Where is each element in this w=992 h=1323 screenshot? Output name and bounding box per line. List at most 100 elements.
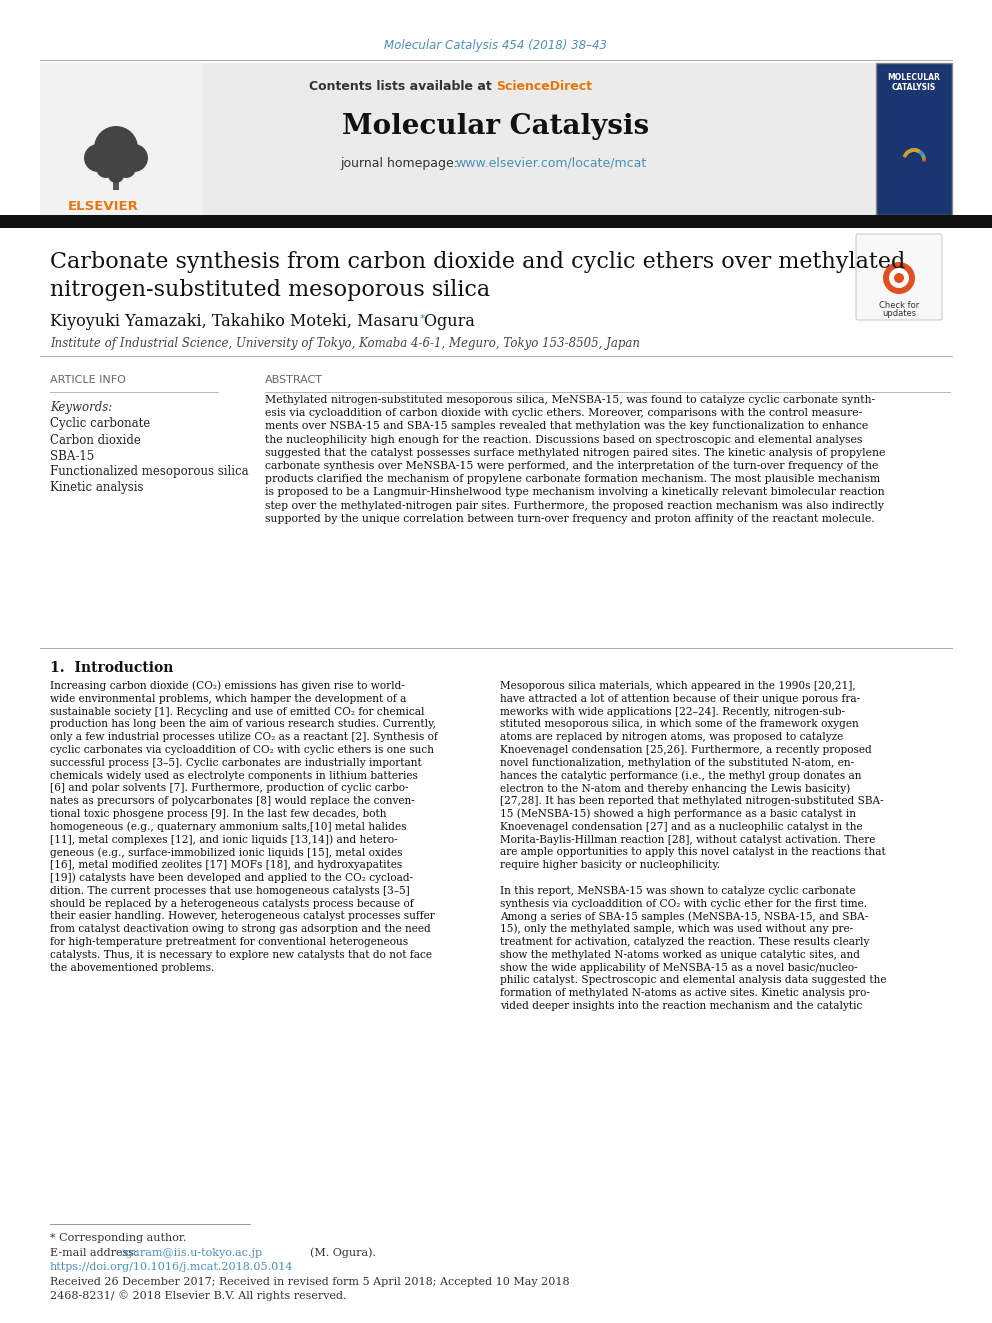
Text: are ample opportunities to apply this novel catalyst in the reactions that: are ample opportunities to apply this no… [500, 848, 886, 857]
Circle shape [94, 126, 138, 169]
Text: journal homepage:: journal homepage: [340, 156, 458, 169]
Text: * Corresponding author.: * Corresponding author. [50, 1233, 186, 1244]
Text: E-mail address:: E-mail address: [50, 1248, 138, 1258]
Text: chemicals widely used as electrolyte components in lithium batteries: chemicals widely used as electrolyte com… [50, 770, 418, 781]
Text: dition. The current processes that use homogeneous catalysts [3–5]: dition. The current processes that use h… [50, 886, 410, 896]
Text: esis via cycloaddition of carbon dioxide with cyclic ethers. Moreover, compariso: esis via cycloaddition of carbon dioxide… [265, 409, 862, 418]
Text: have attracted a lot of attention because of their unique porous fra-: have attracted a lot of attention becaus… [500, 693, 860, 704]
Text: In this report, MeNSBA-15 was shown to catalyze cyclic carbonate: In this report, MeNSBA-15 was shown to c… [500, 886, 856, 896]
Text: nitrogen-substituted mesoporous silica: nitrogen-substituted mesoporous silica [50, 279, 490, 302]
Text: CATALYSIS: CATALYSIS [892, 82, 936, 91]
Text: atoms are replaced by nitrogen atoms, was proposed to catalyze: atoms are replaced by nitrogen atoms, wa… [500, 732, 843, 742]
Text: updates: updates [882, 308, 916, 318]
Circle shape [120, 144, 148, 172]
Text: tional toxic phosgene process [9]. In the last few decades, both: tional toxic phosgene process [9]. In th… [50, 808, 387, 819]
Text: from catalyst deactivation owing to strong gas adsorption and the need: from catalyst deactivation owing to stro… [50, 925, 431, 934]
Text: is proposed to be a Langmuir-Hinshelwood type mechanism involving a kinetically : is proposed to be a Langmuir-Hinshelwood… [265, 487, 885, 497]
Text: ScienceDirect: ScienceDirect [496, 79, 592, 93]
Text: SBA-15: SBA-15 [50, 450, 94, 463]
Circle shape [84, 144, 112, 172]
Text: Methylated nitrogen-substituted mesoporous silica, MeNSBA-15, was found to catal: Methylated nitrogen-substituted mesoporo… [265, 396, 875, 405]
Text: for high-temperature pretreatment for conventional heterogeneous: for high-temperature pretreatment for co… [50, 937, 408, 947]
Text: ELSEVIER: ELSEVIER [68, 201, 139, 213]
Text: 2468-8231/ © 2018 Elsevier B.V. All rights reserved.: 2468-8231/ © 2018 Elsevier B.V. All righ… [50, 1291, 346, 1302]
Text: require higher basicity or nucleophilicity.: require higher basicity or nucleophilici… [500, 860, 720, 871]
Circle shape [96, 157, 116, 179]
Text: cyclic carbonates via cycloaddition of CO₂ with cyclic ethers is one such: cyclic carbonates via cycloaddition of C… [50, 745, 434, 755]
Text: step over the methylated-nitrogen pair sites. Furthermore, the proposed reaction: step over the methylated-nitrogen pair s… [265, 500, 884, 511]
Text: ARTICLE INFO: ARTICLE INFO [50, 374, 126, 385]
Text: stituted mesoporous silica, in which some of the framework oxygen: stituted mesoporous silica, in which som… [500, 720, 859, 729]
Text: Keywords:: Keywords: [50, 401, 112, 414]
FancyBboxPatch shape [856, 234, 942, 320]
Text: hances the catalytic performance (i.e., the methyl group donates an: hances the catalytic performance (i.e., … [500, 770, 861, 781]
Text: ments over NSBA-15 and SBA-15 samples revealed that methylation was the key func: ments over NSBA-15 and SBA-15 samples re… [265, 422, 868, 431]
Text: novel functionalization, methylation of the substituted N-atom, en-: novel functionalization, methylation of … [500, 758, 854, 767]
Text: catalysts. Thus, it is necessary to explore new catalysts that do not face: catalysts. Thus, it is necessary to expl… [50, 950, 432, 959]
Text: [11], metal complexes [12], and ionic liquids [13,14]) and hetero-: [11], metal complexes [12], and ionic li… [50, 835, 398, 845]
Text: philic catalyst. Spectroscopic and elemental analysis data suggested the: philic catalyst. Spectroscopic and eleme… [500, 975, 887, 986]
Text: Carbon dioxide: Carbon dioxide [50, 434, 141, 446]
Text: 15), only the methylated sample, which was used without any pre-: 15), only the methylated sample, which w… [500, 923, 853, 934]
Text: Institute of Industrial Science, University of Tokyo, Komaba 4-6-1, Meguro, Toky: Institute of Industrial Science, Univers… [50, 337, 640, 351]
Text: geneous (e.g., surface-immobilized ionic liquids [15], metal oxides: geneous (e.g., surface-immobilized ionic… [50, 847, 403, 857]
Text: nates as precursors of polycarbonates [8] would replace the conven-: nates as precursors of polycarbonates [8… [50, 796, 415, 806]
Text: the abovementioned problems.: the abovementioned problems. [50, 963, 214, 972]
Text: [27,28]. It has been reported that methylated nitrogen-substituted SBA-: [27,28]. It has been reported that methy… [500, 796, 884, 806]
Circle shape [883, 262, 915, 294]
Text: Among a series of SBA-15 samples (MeNSBA-15, NSBA-15, and SBA-: Among a series of SBA-15 samples (MeNSBA… [500, 912, 868, 922]
Text: show the wide applicability of MeNSBA-15 as a novel basic/nucleo-: show the wide applicability of MeNSBA-15… [500, 963, 858, 972]
Bar [0, 216, 992, 228]
Text: (M. Ogura).: (M. Ogura). [310, 1248, 376, 1258]
Text: only a few industrial processes utilize CO₂ as a reactant [2]. Synthesis of: only a few industrial processes utilize … [50, 732, 437, 742]
Bar [40, 64, 203, 216]
Text: Check for: Check for [879, 300, 920, 310]
Text: suggested that the catalyst possesses surface methylated nitrogen paired sites. : suggested that the catalyst possesses su… [265, 447, 886, 458]
Text: carbonate synthesis over MeNSBA-15 were performed, and the interpretation of the: carbonate synthesis over MeNSBA-15 were … [265, 460, 878, 471]
Text: should be replaced by a heterogeneous catalysts process because of: should be replaced by a heterogeneous ca… [50, 898, 414, 909]
Text: 1.  Introduction: 1. Introduction [50, 662, 174, 675]
Text: successful process [3–5]. Cyclic carbonates are industrially important: successful process [3–5]. Cyclic carbona… [50, 758, 422, 767]
Text: show the methylated N-atoms worked as unique catalytic sites, and: show the methylated N-atoms worked as un… [500, 950, 860, 959]
Text: meworks with wide applications [22–24]. Recently, nitrogen-sub-: meworks with wide applications [22–24]. … [500, 706, 845, 717]
Text: synthesis via cycloaddition of CO₂ with cyclic ether for the first time.: synthesis via cycloaddition of CO₂ with … [500, 898, 867, 909]
Circle shape [108, 167, 124, 183]
Text: Mesoporous silica materials, which appeared in the 1990s [20,21],: Mesoporous silica materials, which appea… [500, 681, 856, 691]
Text: the nucleophilicity high enough for the reaction. Discussions based on spectrosc: the nucleophilicity high enough for the … [265, 434, 862, 445]
Bar [40, 64, 876, 216]
Text: products clarified the mechanism of propylene carbonate formation mechanism. The: products clarified the mechanism of prop… [265, 474, 880, 484]
Text: Knoevenagel condensation [25,26]. Furthermore, a recently proposed: Knoevenagel condensation [25,26]. Furthe… [500, 745, 872, 755]
Text: vided deeper insights into the reaction mechanism and the catalytic: vided deeper insights into the reaction … [500, 1002, 862, 1011]
Text: Increasing carbon dioxide (CO₂) emissions has given rise to world-: Increasing carbon dioxide (CO₂) emission… [50, 681, 405, 692]
Text: ABSTRACT: ABSTRACT [265, 374, 323, 385]
Text: formation of methylated N-atoms as active sites. Kinetic analysis pro-: formation of methylated N-atoms as activ… [500, 988, 870, 998]
Text: Knoevenagel condensation [27] and as a nucleophilic catalyst in the: Knoevenagel condensation [27] and as a n… [500, 822, 863, 832]
Text: homogeneous (e.g., quaternary ammonium salts,[10] metal halides: homogeneous (e.g., quaternary ammonium s… [50, 822, 407, 832]
Text: their easier handling. However, heterogeneous catalyst processes suffer: their easier handling. However, heteroge… [50, 912, 434, 921]
Text: sustainable society [1]. Recycling and use of emitted CO₂ for chemical: sustainable society [1]. Recycling and u… [50, 706, 425, 717]
Text: Carbonate synthesis from carbon dioxide and cyclic ethers over methylated: Carbonate synthesis from carbon dioxide … [50, 251, 906, 273]
Text: oguram@iis.u-tokyo.ac.jp: oguram@iis.u-tokyo.ac.jp [120, 1248, 263, 1258]
Text: https://doi.org/10.1016/j.mcat.2018.05.014: https://doi.org/10.1016/j.mcat.2018.05.0… [50, 1262, 294, 1271]
Text: Molecular Catalysis 454 (2018) 38–43: Molecular Catalysis 454 (2018) 38–43 [385, 40, 607, 53]
Text: Morita-Baylis-Hillman reaction [28], without catalyst activation. There: Morita-Baylis-Hillman reaction [28], wit… [500, 835, 875, 844]
Text: Cyclic carbonate: Cyclic carbonate [50, 418, 150, 430]
Text: 15 (MeNSBA-15) showed a high performance as a basic catalyst in: 15 (MeNSBA-15) showed a high performance… [500, 808, 856, 819]
Text: Contents lists available at: Contents lists available at [309, 79, 496, 93]
Text: Kiyoyuki Yamazaki, Takahiko Moteki, Masaru Ogura: Kiyoyuki Yamazaki, Takahiko Moteki, Masa… [50, 314, 475, 331]
Text: [16], metal modified zeolites [17] MOFs [18], and hydroxyapatites: [16], metal modified zeolites [17] MOFs … [50, 860, 402, 871]
Text: production has long been the aim of various research studies. Currently,: production has long been the aim of vari… [50, 720, 435, 729]
Text: Received 26 December 2017; Received in revised form 5 April 2018; Accepted 10 Ma: Received 26 December 2017; Received in r… [50, 1277, 569, 1287]
Bar [113, 161, 119, 191]
Text: [19]) catalysts have been developed and applied to the CO₂ cycload-: [19]) catalysts have been developed and … [50, 873, 413, 884]
Text: [6] and polar solvents [7]. Furthermore, production of cyclic carbo-: [6] and polar solvents [7]. Furthermore,… [50, 783, 409, 794]
Text: treatment for activation, catalyzed the reaction. These results clearly: treatment for activation, catalyzed the … [500, 937, 869, 947]
Text: wide environmental problems, which hamper the development of a: wide environmental problems, which hampe… [50, 693, 407, 704]
Text: electron to the N-atom and thereby enhancing the Lewis basicity): electron to the N-atom and thereby enhan… [500, 783, 850, 794]
Circle shape [889, 269, 909, 288]
Circle shape [116, 157, 136, 179]
Text: *: * [420, 314, 426, 324]
Bar [876, 64, 952, 216]
Text: www.elsevier.com/locate/mcat: www.elsevier.com/locate/mcat [455, 156, 646, 169]
Text: Kinetic analysis: Kinetic analysis [50, 482, 144, 495]
